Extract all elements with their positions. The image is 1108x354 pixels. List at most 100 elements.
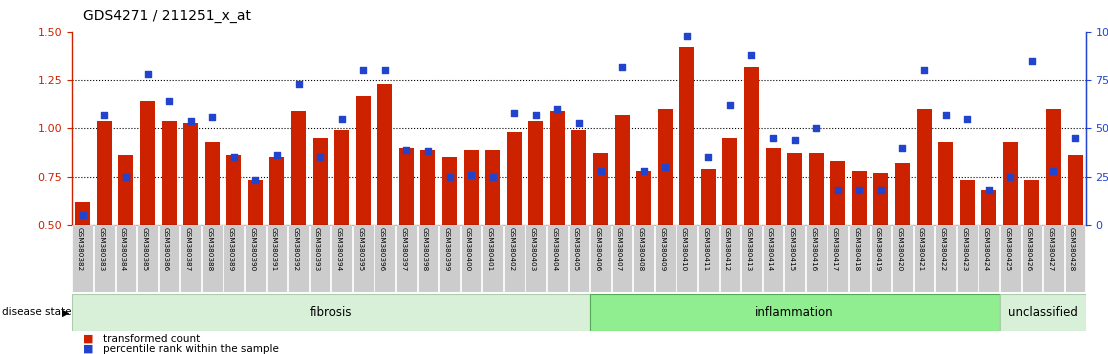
Text: GSM380385: GSM380385	[142, 227, 147, 271]
Text: GSM380406: GSM380406	[595, 227, 601, 271]
Text: GSM380392: GSM380392	[293, 227, 298, 271]
Text: GSM380423: GSM380423	[962, 227, 967, 271]
Point	[268, 153, 286, 158]
Bar	[957, 225, 977, 292]
Text: GSM380382: GSM380382	[76, 227, 83, 271]
Bar	[806, 225, 827, 292]
Text: GSM380428: GSM380428	[1069, 227, 1075, 271]
Bar	[589, 294, 999, 331]
Bar	[741, 225, 762, 292]
Text: GSM380424: GSM380424	[983, 227, 988, 271]
Text: GSM380414: GSM380414	[767, 227, 773, 271]
Point	[958, 116, 976, 121]
Point	[570, 120, 587, 125]
Text: GSM380413: GSM380413	[746, 227, 751, 271]
Point	[1002, 174, 1019, 179]
Text: GSM380401: GSM380401	[486, 227, 493, 271]
Text: GSM380405: GSM380405	[573, 227, 578, 271]
Point	[699, 154, 717, 160]
Text: GSM380396: GSM380396	[379, 227, 384, 271]
Bar	[568, 225, 589, 292]
Bar	[676, 225, 697, 292]
Text: GDS4271 / 211251_x_at: GDS4271 / 211251_x_at	[83, 9, 252, 23]
Bar	[420, 149, 435, 225]
Bar	[572, 130, 586, 225]
Text: GSM380427: GSM380427	[1047, 227, 1054, 271]
Text: GSM380390: GSM380390	[249, 227, 255, 271]
Bar	[849, 225, 870, 292]
Text: GSM380404: GSM380404	[552, 227, 557, 271]
Bar	[248, 181, 263, 225]
Text: fibrosis: fibrosis	[309, 306, 352, 319]
Point	[204, 114, 222, 120]
Point	[95, 112, 113, 118]
Bar	[892, 225, 913, 292]
Bar	[938, 142, 953, 225]
Bar	[1003, 142, 1018, 225]
Bar	[485, 149, 500, 225]
Bar	[418, 225, 439, 292]
Point	[1045, 168, 1063, 173]
Bar	[442, 157, 458, 225]
Point	[872, 187, 890, 193]
Text: GSM380421: GSM380421	[919, 227, 924, 271]
Bar	[871, 225, 891, 292]
Bar	[72, 294, 589, 331]
Point	[182, 118, 199, 124]
Bar	[115, 225, 136, 292]
Point	[527, 112, 545, 118]
Bar	[399, 148, 414, 225]
Text: ▶: ▶	[62, 307, 69, 318]
Bar	[978, 225, 999, 292]
Bar	[331, 225, 352, 292]
Point	[1023, 58, 1040, 64]
Bar	[181, 225, 201, 292]
Bar	[658, 109, 673, 225]
Bar	[75, 202, 91, 225]
Point	[355, 68, 372, 73]
Point	[936, 112, 954, 118]
Bar	[525, 225, 546, 292]
Text: GSM380412: GSM380412	[724, 227, 730, 271]
Point	[225, 154, 243, 160]
Text: GSM380387: GSM380387	[185, 227, 191, 271]
Bar	[615, 115, 629, 225]
Point	[548, 106, 566, 112]
Bar	[205, 142, 219, 225]
Point	[332, 116, 350, 121]
Bar	[830, 161, 845, 225]
Bar	[506, 132, 522, 225]
Bar	[828, 225, 848, 292]
Bar	[1043, 225, 1064, 292]
Point	[592, 168, 609, 173]
Bar	[267, 225, 287, 292]
Point	[1066, 135, 1084, 141]
Point	[484, 174, 502, 179]
Bar	[463, 149, 479, 225]
Bar	[698, 225, 719, 292]
Bar	[550, 111, 565, 225]
Bar	[224, 225, 244, 292]
Bar	[591, 225, 611, 292]
Text: GSM380420: GSM380420	[896, 227, 903, 271]
Bar	[94, 225, 115, 292]
Bar	[245, 225, 266, 292]
Point	[742, 52, 760, 58]
Text: GSM380386: GSM380386	[163, 227, 170, 271]
Point	[808, 125, 825, 131]
Bar	[482, 225, 503, 292]
Bar	[679, 47, 695, 225]
Bar	[396, 225, 417, 292]
Bar	[269, 157, 285, 225]
Text: transformed count: transformed count	[103, 334, 201, 344]
Bar	[787, 153, 802, 225]
Bar	[960, 181, 975, 225]
Text: GSM380422: GSM380422	[940, 227, 945, 271]
Point	[786, 137, 803, 143]
Text: GSM380425: GSM380425	[1004, 227, 1010, 271]
Bar	[137, 225, 157, 292]
Bar	[162, 121, 176, 225]
Text: ■: ■	[83, 334, 93, 344]
Text: GSM380399: GSM380399	[443, 227, 450, 271]
Text: GSM380394: GSM380394	[336, 227, 341, 271]
